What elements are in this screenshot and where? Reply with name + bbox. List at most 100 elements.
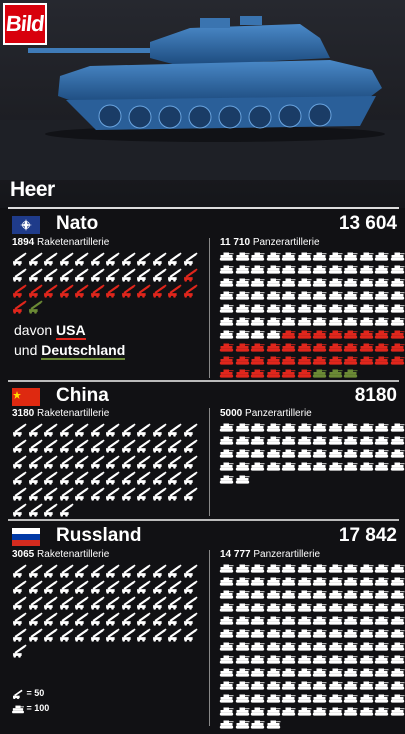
pictogram-cell bbox=[266, 668, 282, 681]
tank-icon bbox=[343, 694, 358, 703]
rocket-artillery-icon bbox=[75, 471, 89, 485]
pictogram-cell bbox=[183, 564, 199, 580]
pictogram-cell bbox=[266, 252, 282, 265]
pictogram-cell bbox=[328, 330, 344, 343]
pictogram-cell bbox=[12, 596, 28, 612]
pictogram-cell bbox=[359, 343, 375, 356]
rocket-artillery-icon bbox=[75, 284, 89, 298]
tank-icon bbox=[297, 304, 311, 313]
tank-icon bbox=[312, 343, 327, 352]
pictogram-cell bbox=[235, 423, 251, 436]
pictogram-cell bbox=[43, 612, 59, 628]
tank-icon bbox=[297, 291, 311, 300]
tank-icon bbox=[250, 436, 265, 445]
pictogram-cell bbox=[12, 268, 28, 284]
pictogram-cell bbox=[12, 300, 28, 316]
tank-icon bbox=[219, 449, 234, 458]
tank-icon bbox=[297, 462, 311, 471]
tank-icon bbox=[343, 369, 358, 378]
pictogram-cell bbox=[281, 317, 297, 330]
rocket-artillery-icon bbox=[13, 423, 27, 437]
pictogram-cell bbox=[167, 455, 183, 471]
pictogram-cell bbox=[136, 612, 152, 628]
pictogram-cell bbox=[74, 439, 90, 455]
pictogram-cell bbox=[343, 330, 359, 343]
pictogram-cell bbox=[183, 423, 199, 439]
pictogram-cell bbox=[266, 330, 282, 343]
rocket-artillery-icon bbox=[152, 439, 167, 453]
pictogram-cell bbox=[266, 707, 282, 720]
pictogram-cell bbox=[167, 284, 183, 300]
pictogram-cell bbox=[219, 603, 235, 616]
tank-icon bbox=[235, 436, 249, 445]
pictogram-cell bbox=[328, 343, 344, 356]
tank-icon bbox=[328, 317, 342, 326]
tank-icon bbox=[343, 291, 358, 300]
pictogram-cell bbox=[390, 668, 405, 681]
rocket-artillery-icon bbox=[106, 252, 120, 266]
tank-icon bbox=[219, 577, 234, 586]
pictogram-cell bbox=[74, 580, 90, 596]
rocket-artillery-icon bbox=[44, 503, 58, 517]
pictogram-cell bbox=[297, 577, 313, 590]
pictogram-cell bbox=[328, 265, 344, 278]
pictogram-cell bbox=[281, 642, 297, 655]
pictogram-cell bbox=[390, 629, 405, 642]
tank-icon bbox=[359, 449, 373, 458]
tank-icon bbox=[359, 436, 373, 445]
pictogram-cell bbox=[12, 503, 28, 519]
pictogram-cell bbox=[343, 681, 359, 694]
tank-icon bbox=[235, 423, 249, 432]
pictogram-cell bbox=[59, 503, 75, 519]
rocket-artillery-icon bbox=[121, 628, 136, 642]
pictogram-cell bbox=[266, 694, 282, 707]
tank-icon bbox=[266, 278, 280, 287]
rocket-artillery-icon bbox=[106, 423, 120, 437]
tank-icon bbox=[219, 681, 234, 690]
rocket-artillery-icon bbox=[59, 596, 74, 610]
tank-icon bbox=[250, 564, 265, 573]
pictogram-cell bbox=[12, 284, 28, 300]
pictogram-cell bbox=[250, 603, 266, 616]
tank-icon bbox=[281, 590, 296, 599]
pictogram-cell bbox=[374, 642, 390, 655]
pictogram-cell bbox=[90, 471, 106, 487]
pictogram-cell bbox=[152, 612, 168, 628]
pictogram-cell bbox=[281, 655, 297, 668]
tank-icon bbox=[281, 642, 296, 651]
pictogram-cell bbox=[266, 603, 282, 616]
tank-icon bbox=[266, 436, 280, 445]
rocket-artillery-icon bbox=[44, 580, 58, 594]
pictogram-cell bbox=[121, 612, 137, 628]
pictogram-cell bbox=[281, 616, 297, 629]
rocket-artillery-icon bbox=[106, 564, 120, 578]
pictogram-cell bbox=[219, 668, 235, 681]
pictogram-cell bbox=[359, 668, 375, 681]
rocket-artillery-icon bbox=[137, 455, 151, 469]
tank-icon bbox=[328, 423, 342, 432]
tank-icon bbox=[266, 564, 280, 573]
pictogram-cell bbox=[59, 580, 75, 596]
rocket-artillery-icon bbox=[137, 628, 151, 642]
rocket-artillery-icon bbox=[121, 423, 136, 437]
rocket-artillery-icon bbox=[106, 580, 120, 594]
pictogram-cell bbox=[266, 449, 282, 462]
tank-icon bbox=[359, 603, 373, 612]
tank-icon bbox=[390, 629, 404, 638]
pictogram-cell bbox=[250, 423, 266, 436]
tank-icon bbox=[219, 564, 234, 573]
tank-icon bbox=[235, 694, 249, 703]
rocket-artillery-icon bbox=[59, 471, 74, 485]
rocket-artillery-icon bbox=[183, 596, 198, 610]
rocket-artillery-icon bbox=[13, 471, 27, 485]
rocket-artillery-icon bbox=[106, 628, 120, 642]
tank-icon bbox=[219, 668, 234, 677]
tank-icon bbox=[281, 681, 296, 690]
pictogram-cell bbox=[359, 291, 375, 304]
pictogram-cell bbox=[297, 564, 313, 577]
pictogram-cell bbox=[167, 596, 183, 612]
tank-icon bbox=[235, 720, 249, 729]
rocket-artillery-icon bbox=[44, 268, 58, 282]
tank-icon bbox=[219, 317, 234, 326]
rocket-artillery-icon bbox=[183, 628, 198, 642]
